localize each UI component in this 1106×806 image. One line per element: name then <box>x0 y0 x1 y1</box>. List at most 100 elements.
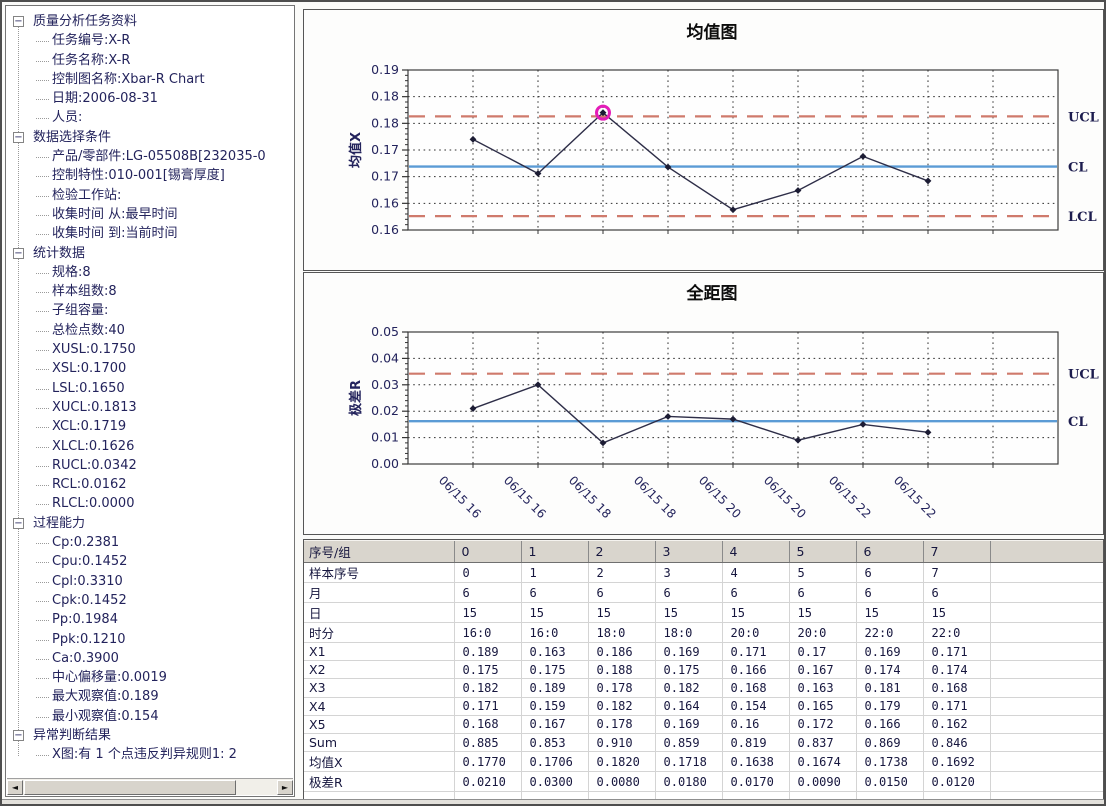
tree-node-label: RUCL:0.0342 <box>52 457 137 473</box>
tree-node-item[interactable]: XUSL:0.1750 <box>6 340 294 359</box>
tree-node-item[interactable]: Cpl:0.3310 <box>6 572 294 591</box>
collapse-toggle-icon[interactable]: − <box>13 131 24 143</box>
table-row: X2 0.175 0.175 0.188 0.175 0.166 0.167 0.174 0.1… <box>304 660 1103 680</box>
tree-node-item[interactable]: Cpu:0.1452 <box>6 552 294 571</box>
y-tick-label: 0.19 <box>371 62 399 77</box>
x-tick-label: 06/15 20 <box>696 473 744 521</box>
tree-node-item[interactable]: Ca:0.3900 <box>6 649 294 668</box>
tree-node-group[interactable]: − 统计数据 <box>6 244 294 263</box>
table-cell: 0.819 <box>721 733 789 753</box>
tree-node-group[interactable]: − 异常判断结果 <box>6 726 294 745</box>
table-row: X4 0.171 0.159 0.182 0.164 0.154 0.165 0.179 0.1… <box>304 697 1103 716</box>
table-cell: 0.181 <box>855 678 923 698</box>
tree-node-label: Cpl:0.3310 <box>52 573 123 589</box>
data-point-marker <box>729 415 737 423</box>
tree-node-item[interactable]: 控制特性:010-001[锡膏厚度] <box>6 166 294 185</box>
table-row: 样本序号 0 1 2 3 4 5 6 7 <box>304 562 1103 583</box>
scroll-left-button[interactable]: ◄ <box>7 780 23 795</box>
y-tick-label: 0.17 <box>371 169 399 184</box>
table-cell-empty <box>989 697 1103 716</box>
tree-node-item[interactable]: X图:有 1 个点违反判异规则1: 2 <box>6 745 294 764</box>
table-cell: 0.178 <box>587 715 655 734</box>
tree-node-item[interactable]: 收集时间 到:当前时间 <box>6 224 294 243</box>
collapse-toggle-icon[interactable]: − <box>13 16 24 27</box>
tree-node-item[interactable]: 最小观察值:0.154 <box>6 707 294 726</box>
table-cell-empty <box>989 562 1103 583</box>
table-cell: 0.162 <box>922 715 990 734</box>
table-cell: 5 <box>788 562 856 583</box>
tree-node-item[interactable]: 规格:8 <box>6 263 294 282</box>
table-cell: 6 <box>520 582 588 603</box>
tree-node-item[interactable]: Pp:0.1984 <box>6 610 294 629</box>
tree-node-item[interactable]: 控制图名称:Xbar-R Chart <box>6 70 294 89</box>
table-cell: 0.837 <box>788 733 856 753</box>
table-cell: 3 <box>654 562 722 583</box>
scroll-right-button[interactable]: ► <box>277 780 293 795</box>
ucl-label: UCL <box>1068 110 1099 125</box>
tree-node-item[interactable]: 最大观察值:0.189 <box>6 687 294 706</box>
tree-node-item[interactable]: XCL:0.1719 <box>6 417 294 436</box>
tree-node-item[interactable]: 产品/零部件:LG-05508B[232035-0 <box>6 147 294 166</box>
table-cell: 0.1770 <box>453 751 521 773</box>
table-cell: 0.171 <box>922 697 990 716</box>
tree-node-label: 过程能力 <box>33 515 86 531</box>
tree-node-item[interactable]: XSL:0.1700 <box>6 359 294 378</box>
tree-node-item[interactable]: 任务名称:X-R <box>6 51 294 70</box>
table-cell: 0.168 <box>721 678 789 698</box>
table-cell: 0.0170 <box>721 771 789 793</box>
table-cell: 0.171 <box>721 642 789 662</box>
table-filler-row <box>304 791 1103 799</box>
tree-node-item[interactable]: 中心偏移量:0.0019 <box>6 668 294 687</box>
data-point-marker <box>664 163 672 171</box>
row-label: X5 <box>304 715 454 734</box>
table-cell: 0.163 <box>788 678 856 698</box>
tree-node-item[interactable]: RUCL:0.0342 <box>6 456 294 475</box>
row-label: 极差R <box>304 771 454 793</box>
x-tick-label: 06/15 16 <box>436 473 484 521</box>
tree-node-item[interactable]: Cpk:0.1452 <box>6 591 294 610</box>
tree-node-item[interactable]: XLCL:0.1626 <box>6 437 294 456</box>
tree-node-item[interactable]: 日期:2006-08-31 <box>6 89 294 108</box>
x-tick-label: 06/15 16 <box>501 473 549 521</box>
tree-node-item[interactable]: 人员: <box>6 108 294 127</box>
table-cell: 6 <box>855 582 923 603</box>
table-cell: 0.166 <box>721 660 789 680</box>
table-cell: 0.189 <box>520 678 588 698</box>
table-cell: 0.182 <box>453 678 521 698</box>
collapse-toggle-icon[interactable]: − <box>13 729 24 741</box>
collapse-toggle-icon[interactable]: − <box>13 517 24 529</box>
table-header-cell: 0 <box>453 540 521 563</box>
table-cell: 0.169 <box>855 642 923 662</box>
tree-node-group[interactable]: − 数据选择条件 <box>6 128 294 147</box>
tree-node-item[interactable]: 样本组数:8 <box>6 282 294 301</box>
tree-node-item[interactable]: 检验工作站: <box>6 186 294 205</box>
tree-node-item[interactable]: 子组容量: <box>6 301 294 320</box>
tree-node-label: 控制图名称:Xbar-R Chart <box>52 71 205 87</box>
y-tick-label: 0.03 <box>371 377 399 392</box>
tree-node-item[interactable]: 收集时间 从:最早时间 <box>6 205 294 224</box>
cl-label: CL <box>1068 415 1088 430</box>
tree-node-group[interactable]: − 质量分析任务资料 <box>6 12 294 31</box>
tree-node-label: 数据选择条件 <box>33 129 112 145</box>
tree-node-item[interactable]: 任务编号:X-R <box>6 31 294 50</box>
tree-horizontal-scrollbar[interactable]: ◄ ► <box>7 778 293 795</box>
table-cell: 15 <box>721 602 789 623</box>
x-tick-label: 06/15 18 <box>566 473 614 521</box>
tree-node-item[interactable]: 总检点数:40 <box>6 321 294 340</box>
table-header-cell: 1 <box>520 540 588 563</box>
tree-node-label: XUSL:0.1750 <box>52 342 136 358</box>
tree-node-item[interactable]: XUCL:0.1813 <box>6 398 294 417</box>
tree-node-group[interactable]: − 过程能力 <box>6 514 294 533</box>
tree-node-label: 任务名称:X-R <box>52 52 131 68</box>
tree-node-item[interactable]: RLCL:0.0000 <box>6 494 294 513</box>
tree-node-item[interactable]: LSL:0.1650 <box>6 379 294 398</box>
collapse-toggle-icon[interactable]: − <box>13 247 24 259</box>
tree-node-item[interactable]: Cp:0.2381 <box>6 533 294 552</box>
tree-node-item[interactable]: RCL:0.0162 <box>6 475 294 494</box>
table-cell: 0.1706 <box>520 751 588 773</box>
tree-node-item[interactable]: Ppk:0.1210 <box>6 630 294 649</box>
scrollbar-thumb[interactable] <box>24 780 236 795</box>
y-tick-label: 0.18 <box>371 115 399 130</box>
